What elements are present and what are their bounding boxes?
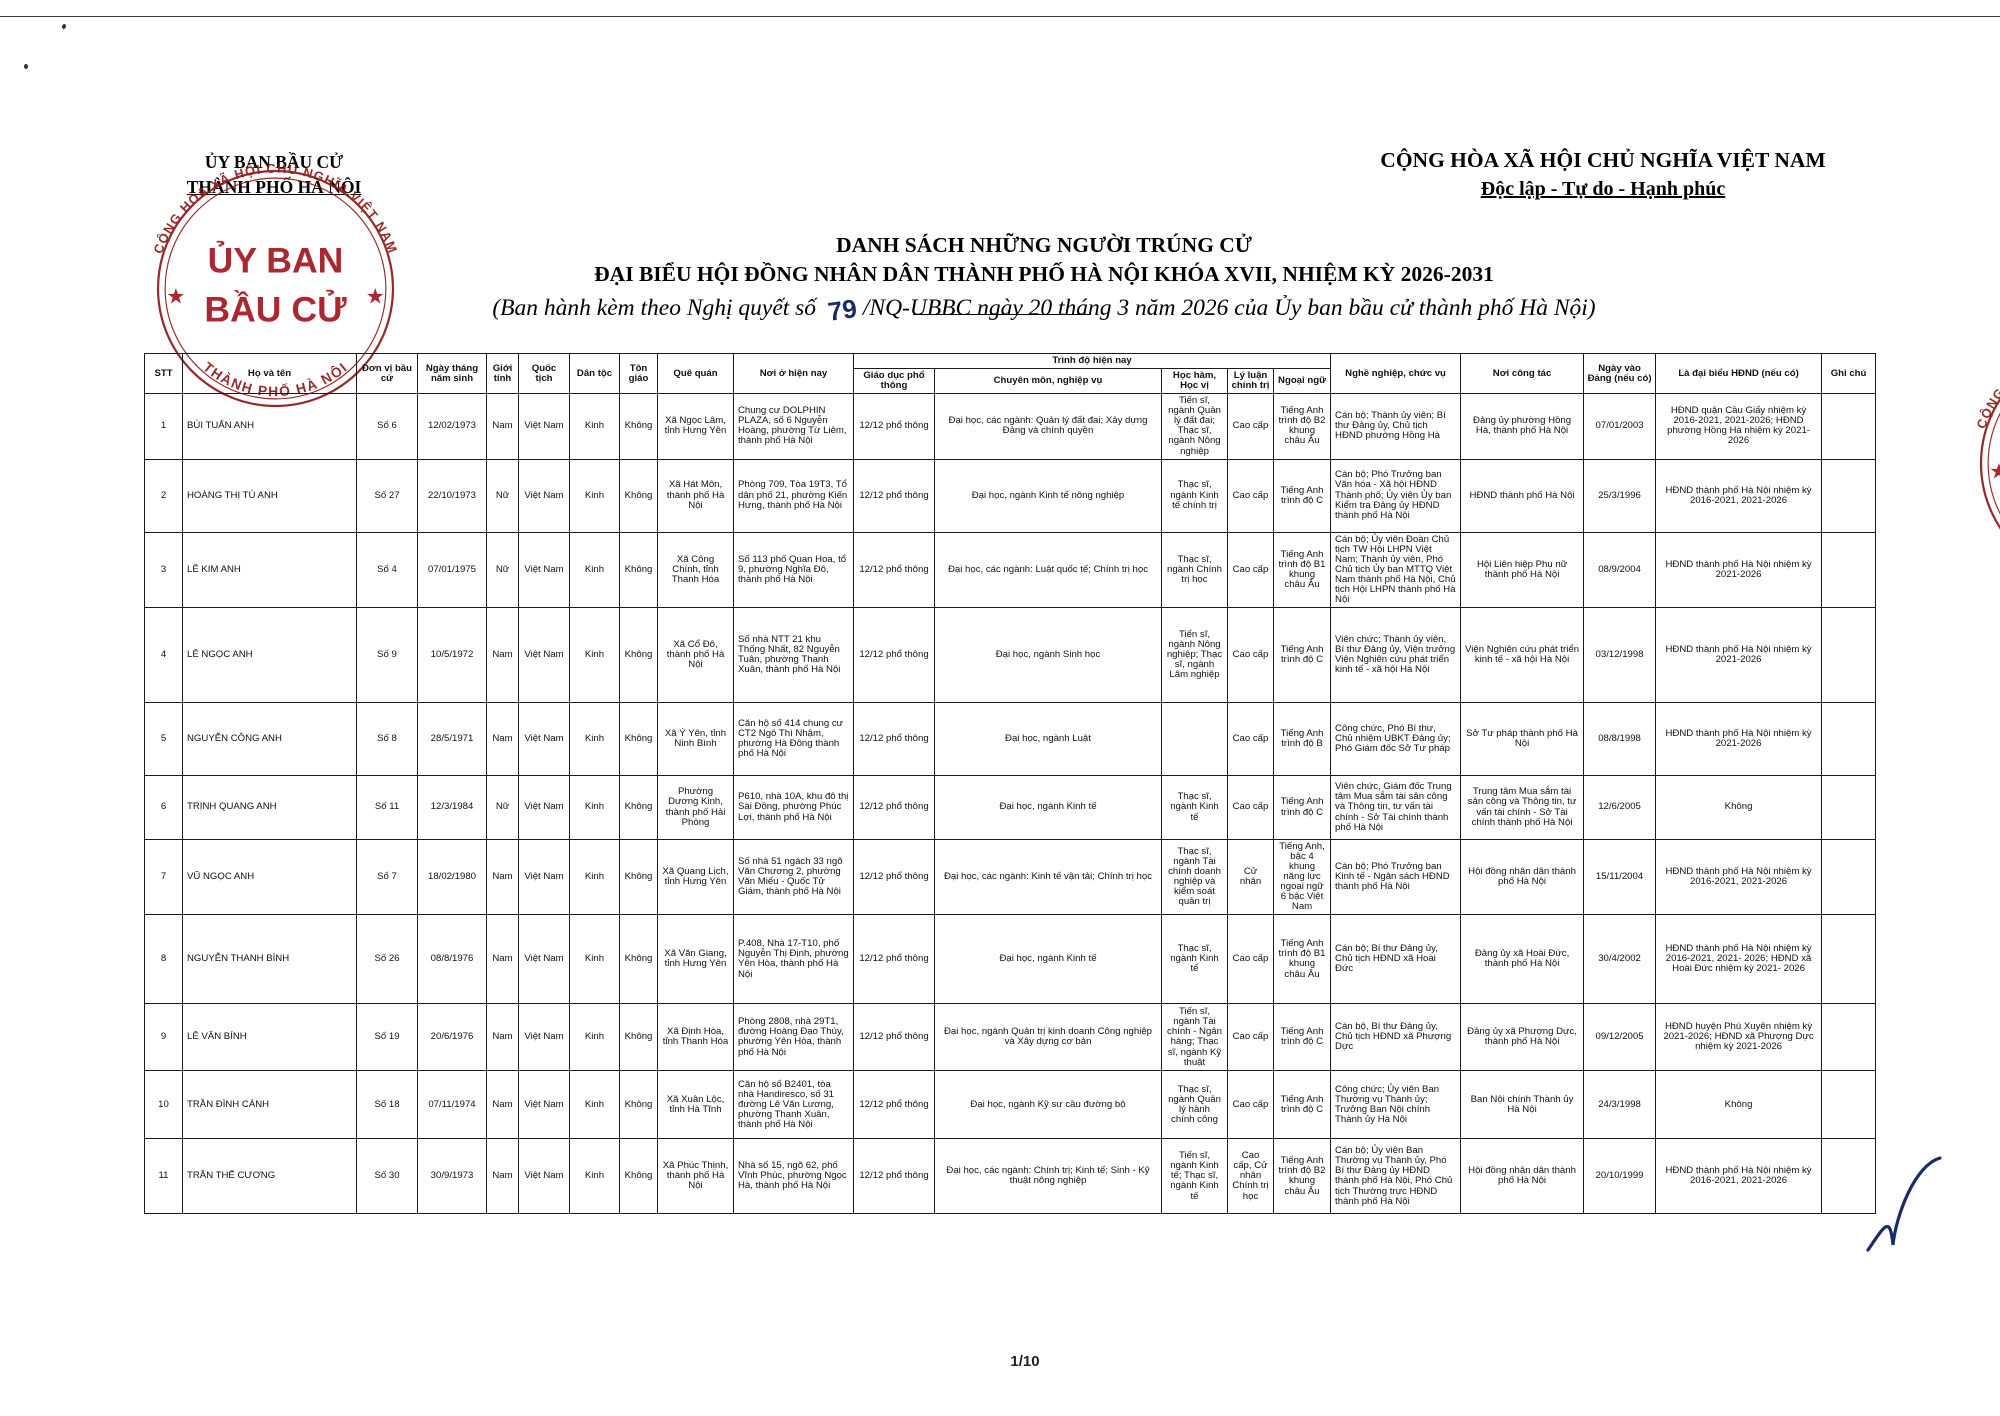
svg-text:CỘNG HÒA XÃ HỘI CHỦ NGHĨA VIỆT: CỘNG HÒA XÃ HỘI CHỦ NGHĨA VIỆT NAM [1973, 336, 2000, 431]
svg-text:BẦU CỬ: BẦU CỬ [204, 289, 347, 329]
svg-text:ỦY BAN: ỦY BAN [208, 240, 344, 280]
svg-text:★: ★ [1989, 460, 2000, 484]
svg-text:★: ★ [366, 285, 385, 309]
svg-text:★: ★ [166, 285, 185, 309]
